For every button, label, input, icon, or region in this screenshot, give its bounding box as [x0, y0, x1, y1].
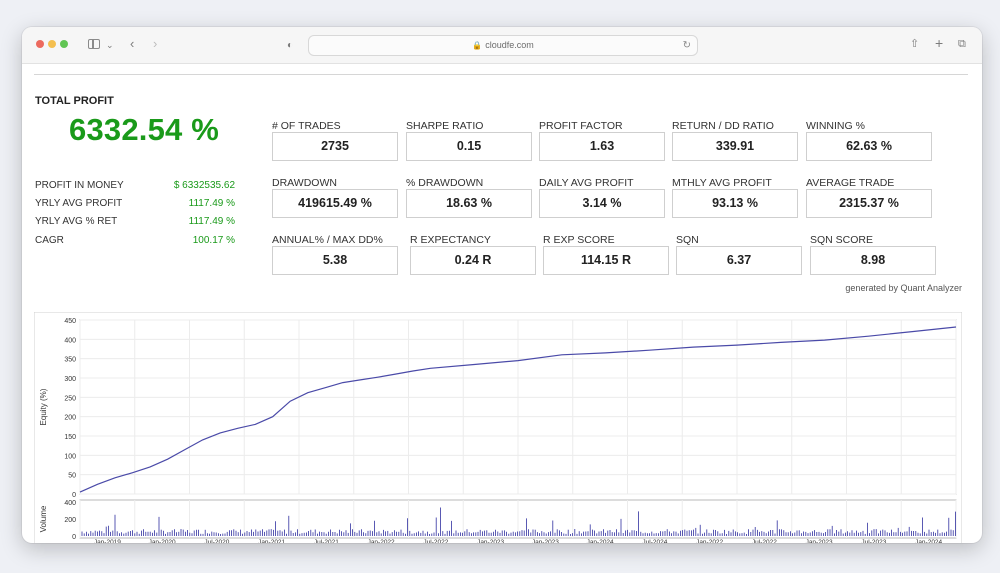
- metric-label: RETURN / DD RATIO: [672, 120, 774, 132]
- metric-value: 62.63 %: [806, 132, 932, 161]
- metric-value: 5.38: [272, 246, 398, 275]
- reload-icon[interactable]: ↻: [682, 40, 691, 51]
- metric-value: 0.24 R: [410, 246, 536, 275]
- summary-row: CAGR 100.17 %: [35, 235, 235, 249]
- x-tick-label: Jan-2019: [94, 539, 121, 543]
- x-tick-label: Jul-2023: [861, 539, 886, 543]
- metric-value: 0.15: [406, 132, 532, 161]
- summary-row-value: $ 6332535.62: [173, 180, 235, 191]
- metric-value: 8.98: [810, 246, 936, 275]
- metric-label: DRAWDOWN: [272, 177, 337, 189]
- metric-value: 2315.37 %: [806, 189, 932, 218]
- y-tick-label: 450: [64, 318, 76, 325]
- equity-series-line: [79, 326, 957, 493]
- metric-label: % DRAWDOWN: [406, 177, 484, 189]
- new-tab-icon[interactable]: +: [935, 35, 944, 51]
- summary-row-label: YRLY AVG PROFIT: [35, 198, 123, 209]
- y-tick-label: 50: [68, 473, 76, 480]
- metric-value: 6.37: [676, 246, 802, 275]
- metric-label: WINNING %: [806, 120, 865, 132]
- address-bar[interactable]: 🔒 cloudfe.com ↻: [308, 35, 698, 56]
- tab-overview-icon[interactable]: ⧉: [958, 38, 966, 50]
- x-tick-label: Jul-2024: [642, 539, 667, 543]
- close-window-button[interactable]: [36, 40, 44, 48]
- metric-label: # OF TRADES: [272, 120, 341, 132]
- volume-tick-label: 200: [64, 517, 76, 524]
- y-tick-label: 300: [64, 376, 76, 383]
- metric-label: SQN SCORE: [810, 234, 874, 246]
- x-tick-label: Jul-2022: [423, 539, 448, 543]
- metric-value: 114.15 R: [543, 246, 669, 275]
- volume-tick-label: 0: [72, 534, 76, 541]
- metric-value: 18.63 %: [406, 189, 532, 218]
- divider: [34, 74, 968, 75]
- metric-value: 1.63: [539, 132, 665, 161]
- metric-value: 2735: [272, 132, 398, 161]
- volume-tick-label: 400: [64, 500, 76, 507]
- metric-value: 419615.49 %: [272, 189, 398, 218]
- metric-label: R EXP SCORE: [543, 234, 615, 246]
- x-tick-label: Jan-2021: [258, 539, 285, 543]
- metric-label: SHARPE RATIO: [406, 120, 484, 132]
- summary-row: PROFIT IN MONEY $ 6332535.62: [35, 180, 235, 194]
- summary-row-label: CAGR: [35, 235, 64, 246]
- metric-value: 339.91: [672, 132, 798, 161]
- x-tick-label: Jul-2022: [752, 539, 777, 543]
- x-tick-label: Jan-2022: [696, 539, 723, 543]
- metric-value: 3.14 %: [539, 189, 665, 218]
- y-tick-label: 250: [64, 395, 76, 402]
- summary-row-value: 1117.49 %: [188, 198, 235, 209]
- metric-label: PROFIT FACTOR: [539, 120, 623, 132]
- summary-row-value: 1117.49 %: [188, 216, 235, 227]
- url-text: cloudfe.com: [485, 40, 534, 50]
- y-tick-label: 400: [64, 337, 76, 344]
- y-tick-label: 0: [72, 492, 76, 499]
- summary-row-value: 100.17 %: [192, 235, 235, 246]
- x-tick-label: Jan-2023: [532, 539, 559, 543]
- sidebar-toggle-icon[interactable]: [88, 39, 100, 49]
- generated-by-note: generated by Quant Analyzer: [845, 283, 962, 293]
- x-tick-label: Jan-2023: [477, 539, 504, 543]
- summary-row-label: YRLY AVG % RET: [35, 216, 118, 227]
- metric-label: SQN: [676, 234, 699, 246]
- lock-icon: 🔒: [472, 41, 483, 50]
- x-tick-label: Jul-2021: [314, 539, 339, 543]
- equity-chart-panel: 0 50 100 150 200 250 300 350 400 450 Equity (%) 0…: [33, 311, 963, 543]
- metric-label: ANNUAL% / MAX DD%: [272, 234, 383, 246]
- forward-arrow-icon[interactable]: ›: [153, 36, 158, 51]
- x-tick-label: Jan-2024: [915, 539, 942, 543]
- chevron-down-icon[interactable]: ⌄: [106, 40, 114, 50]
- volume-y-axis-label: Volume: [39, 505, 48, 532]
- y-tick-label: 150: [64, 434, 76, 441]
- report-content: TOTAL PROFIT 6332.54 % PROFIT IN MONEY $…: [22, 64, 982, 543]
- maximize-window-button[interactable]: [60, 40, 68, 48]
- x-tick-label: Jan-2022: [368, 539, 395, 543]
- x-tick-label: Jan-2024: [587, 539, 614, 543]
- y-tick-label: 350: [64, 357, 76, 364]
- summary-row: YRLY AVG % RET 1117.49 %: [35, 216, 235, 230]
- minimize-window-button[interactable]: [48, 40, 56, 48]
- browser-toolbar: ⌄ ‹ › ◐ 🔒 cloudfe.com ↻ ⇧ + ⧉: [22, 27, 982, 64]
- metric-label: DAILY AVG PROFIT: [539, 177, 634, 189]
- y-tick-label: 200: [64, 415, 76, 422]
- chart-frame: [33, 311, 963, 543]
- equity-y-axis-label: Equity (%): [39, 388, 48, 425]
- metric-label: AVERAGE TRADE: [806, 177, 895, 189]
- x-tick-label: Jan-2023: [806, 539, 833, 543]
- share-icon[interactable]: ⇧: [910, 38, 920, 50]
- metric-label: R EXPECTANCY: [410, 234, 491, 246]
- metric-label: MTHLY AVG PROFIT: [672, 177, 772, 189]
- x-tick-label: Jan-2020: [149, 539, 176, 543]
- back-arrow-icon[interactable]: ‹: [130, 36, 135, 51]
- browser-window: ⌄ ‹ › ◐ 🔒 cloudfe.com ↻ ⇧ + ⧉ TOTAL PROFI…: [22, 27, 982, 543]
- summary-row: YRLY AVG PROFIT 1117.49 %: [35, 198, 235, 212]
- equity-chart: 0 50 100 150 200 250 300 350 400 450 Equity (%) 0…: [33, 311, 963, 543]
- privacy-shield-icon[interactable]: ◐: [287, 40, 294, 51]
- metric-value: 93.13 %: [672, 189, 798, 218]
- summary-row-label: PROFIT IN MONEY: [35, 180, 124, 191]
- x-tick-label: Jul-2020: [204, 539, 229, 543]
- total-profit-value: 6332.54 %: [69, 112, 220, 147]
- y-tick-label: 100: [64, 453, 76, 460]
- total-profit-label: TOTAL PROFIT: [35, 95, 114, 107]
